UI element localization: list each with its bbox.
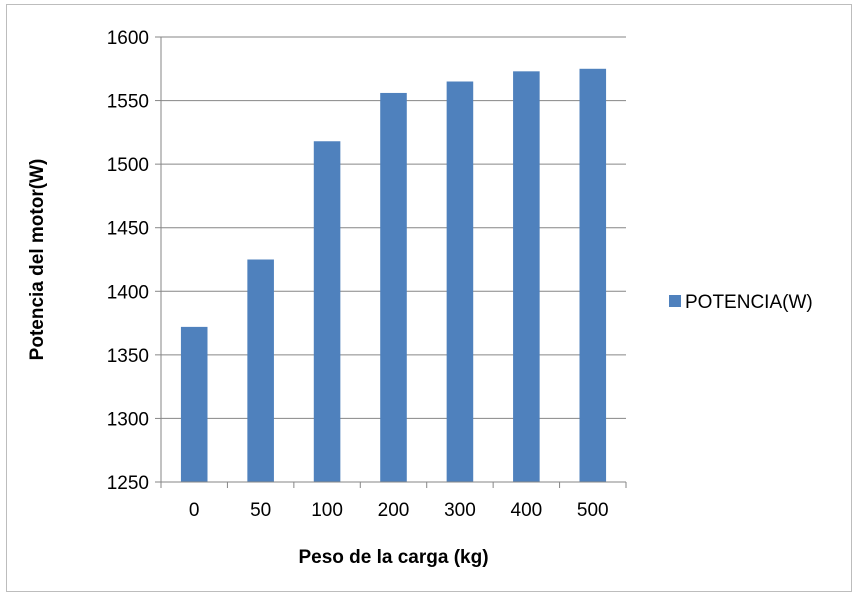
y-tick-labels: 1250 1300 1350 1400 1450 1500 1550 1600	[107, 28, 149, 494]
legend-label: POTENCIA(W)	[685, 292, 813, 313]
x-tick-label: 200	[378, 500, 410, 521]
x-tick-labels: 0 50 100 200 300 400 500	[189, 500, 609, 521]
bar	[180, 326, 208, 482]
y-axis-title: Potencia del motor(W)	[27, 159, 48, 361]
y-tick-label: 1300	[107, 409, 149, 430]
y-tick-label: 1400	[107, 282, 149, 303]
legend: POTENCIA(W)	[669, 292, 813, 313]
y-tick-label: 1450	[107, 219, 149, 240]
x-tick-label: 50	[250, 500, 271, 521]
bar	[513, 71, 540, 482]
x-axis-title: Peso de la carga (kg)	[298, 547, 488, 568]
bar	[247, 259, 274, 482]
y-tick-label: 1600	[107, 28, 149, 49]
x-tick-label: 500	[577, 500, 609, 521]
bar	[579, 68, 607, 483]
axes	[160, 37, 626, 483]
bar-chart: 1250 1300 1350 1400 1450 1500 1550 1600 0 50 100 2…	[27, 28, 813, 568]
bar	[446, 81, 474, 482]
y-tick-label: 1250	[107, 473, 149, 494]
y-tick-label: 1500	[107, 155, 149, 176]
chart-area: 1250 1300 1350 1400 1450 1500 1550 1600 0 50 100 2…	[6, 4, 852, 592]
bar	[313, 141, 341, 482]
y-tick-label: 1350	[107, 346, 149, 367]
x-tick-label: 400	[511, 500, 543, 521]
x-tick-label: 300	[444, 500, 476, 521]
legend-swatch	[669, 295, 681, 307]
bar	[380, 92, 407, 482]
x-tick-label: 100	[311, 500, 343, 521]
y-tick-label: 1550	[107, 92, 149, 113]
bars	[180, 68, 607, 483]
x-tick-label: 0	[189, 500, 200, 521]
